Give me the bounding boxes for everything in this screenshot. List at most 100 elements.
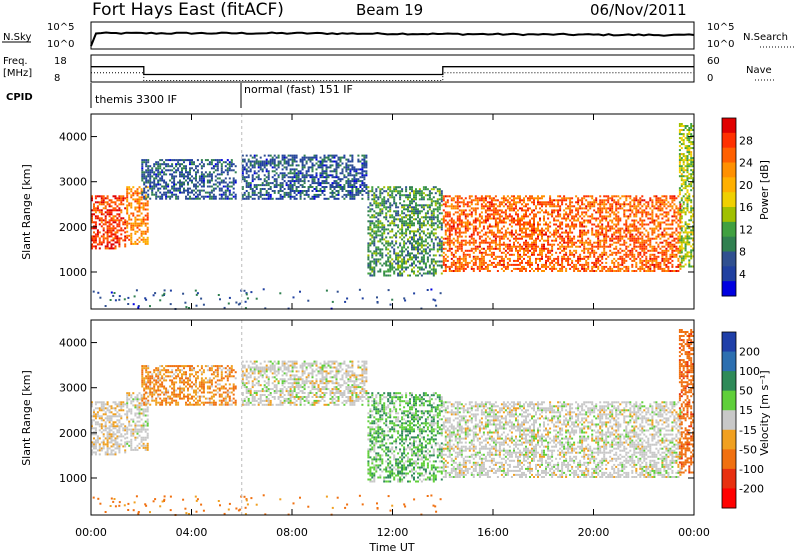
echo-cell	[567, 245, 570, 248]
echo-cell	[353, 195, 356, 198]
echo-cell	[585, 239, 588, 242]
echo-cell	[295, 190, 298, 192]
echo-cell	[165, 169, 168, 172]
echo-cell	[529, 261, 531, 264]
echo-cell	[442, 261, 445, 264]
echo-cell	[411, 216, 413, 219]
echo-cell	[488, 197, 491, 200]
echo-cell	[458, 223, 461, 226]
echo-cell	[279, 190, 282, 192]
echo-cell	[430, 214, 433, 217]
echo-cell	[603, 235, 606, 238]
echo-cell	[401, 238, 404, 241]
echo-cell	[210, 185, 213, 188]
echo-cell	[287, 186, 290, 188]
echo-cell	[287, 176, 290, 179]
echo-cell	[355, 182, 358, 185]
echo-cell	[373, 262, 376, 265]
echo-cell	[486, 227, 489, 230]
echo-cell	[611, 227, 614, 230]
echo-cell	[561, 263, 564, 266]
echo-cell	[297, 182, 300, 185]
echo-cell	[98, 243, 101, 246]
echo-cell	[273, 180, 276, 183]
echo-cell	[285, 166, 288, 169]
echo-cell	[420, 252, 423, 255]
echo-cell	[422, 192, 425, 195]
echo-cell	[583, 267, 586, 270]
echo-cell	[623, 259, 626, 262]
echo-cell	[373, 202, 376, 205]
echo-cell	[285, 193, 288, 196]
echo-cell	[175, 197, 178, 200]
echo-cell	[293, 160, 296, 163]
echo-cell	[165, 193, 168, 196]
echo-cell	[191, 163, 193, 166]
echo-cell	[631, 270, 634, 272]
echo-cell	[407, 266, 409, 269]
echo-cell	[141, 179, 144, 182]
echo-cell	[476, 201, 479, 204]
echo-cell	[488, 213, 491, 216]
echo-cell	[482, 227, 485, 230]
echo-cell	[323, 190, 326, 192]
echo-cell	[104, 237, 107, 240]
echo-cell	[143, 173, 146, 176]
echo-cell	[183, 177, 185, 180]
echo-cell	[601, 211, 604, 214]
echo-cell	[504, 217, 507, 220]
echo-cell	[519, 255, 521, 258]
echo-cell	[466, 265, 469, 268]
echo-cell	[476, 231, 479, 234]
echo-cell	[381, 254, 384, 257]
echo-cell	[430, 260, 433, 263]
echo-cell	[541, 243, 543, 246]
echo-cell	[432, 224, 435, 227]
echo-cell	[601, 223, 604, 226]
echo-cell	[420, 236, 423, 239]
echo-cell	[653, 227, 656, 230]
echo-cell	[329, 160, 332, 163]
echo-cell	[424, 234, 427, 237]
echo-cell	[315, 195, 318, 198]
echo-cell	[609, 213, 612, 216]
echo-cell	[275, 164, 278, 167]
echo-cell	[333, 188, 336, 190]
echo-cell	[418, 272, 421, 275]
echo-cell	[599, 255, 602, 258]
echo-cell	[553, 263, 556, 266]
echo-cell	[641, 199, 644, 202]
echo-cell	[138, 186, 141, 189]
echo-cell	[474, 219, 477, 222]
echo-cell	[218, 187, 221, 190]
cpid-entry-1: themis 3300 IF	[95, 93, 177, 106]
echo-cell	[361, 197, 364, 200]
echo-cell	[373, 210, 376, 213]
echo-cell	[307, 156, 310, 159]
echo-cell	[609, 209, 612, 212]
echo-cell	[637, 229, 640, 232]
echo-cell	[488, 203, 491, 206]
echo-cell	[651, 199, 654, 202]
echo-cell	[500, 259, 503, 262]
echo-cell	[593, 249, 596, 252]
echo-cell	[93, 237, 95, 240]
echo-cell	[643, 267, 646, 270]
echo-cell	[128, 188, 131, 191]
echo-cell	[385, 246, 388, 249]
echo-cell	[555, 219, 558, 222]
echo-cell	[428, 266, 431, 269]
echo-cell	[309, 158, 312, 161]
echo-cell	[397, 226, 400, 229]
echo-cell	[641, 261, 644, 264]
echo-cell	[496, 261, 499, 264]
echo-cell	[98, 247, 101, 250]
echo-cell	[369, 222, 372, 225]
echo-cell	[120, 203, 123, 206]
echo-cell	[293, 190, 296, 192]
echo-cell	[474, 195, 477, 198]
echo-cell	[165, 185, 168, 188]
echo-cell	[605, 261, 608, 264]
echo-cell	[367, 258, 370, 261]
echo-cell	[405, 260, 408, 263]
